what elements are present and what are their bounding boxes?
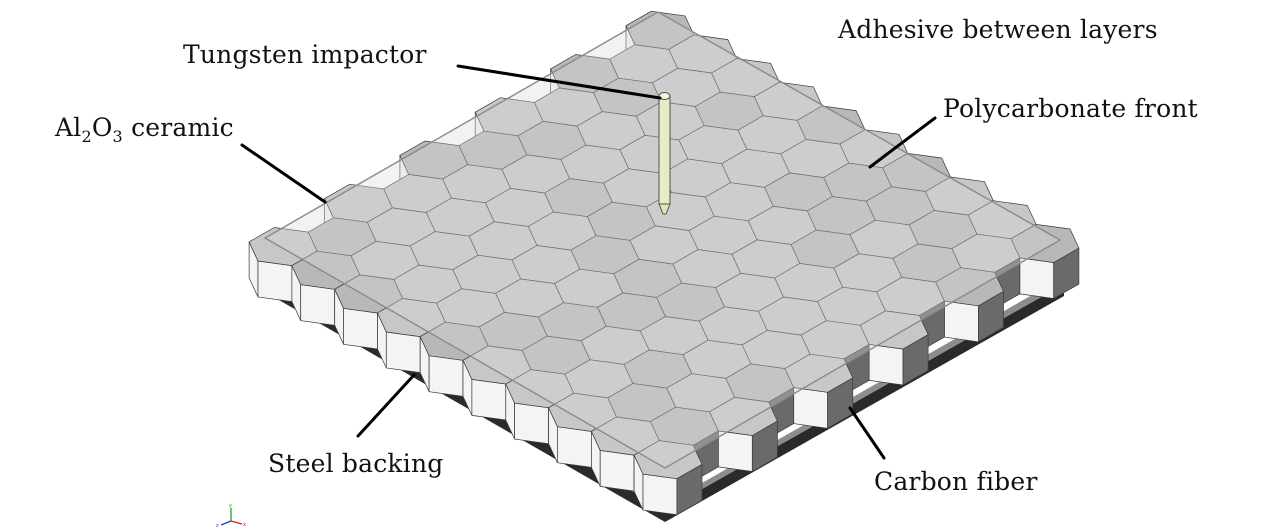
ceramic-tile-side xyxy=(343,307,378,350)
ceramic-tile-side xyxy=(257,260,293,303)
ceramic-tiles-layer xyxy=(248,10,1080,516)
ceramic-tile-side xyxy=(793,387,828,429)
ceramic-mid: O xyxy=(91,113,113,142)
impactor-rod xyxy=(658,95,671,205)
leader-polycarbonate xyxy=(868,116,937,169)
label-tungsten-impactor: Tungsten impactor xyxy=(183,40,427,69)
ceramic-tile-side xyxy=(471,378,507,421)
ceramic-suffix: ceramic xyxy=(122,113,234,142)
leader-tungsten xyxy=(456,64,662,100)
ceramic-subscript-1: 2 xyxy=(81,127,92,146)
leader-steel xyxy=(356,373,416,438)
leader-lines xyxy=(240,64,937,460)
leader-carbon xyxy=(848,406,886,460)
triad-y-label: y xyxy=(229,503,232,509)
leader-ceramic xyxy=(240,143,327,204)
ceramic-tile-side xyxy=(1019,257,1055,299)
impactor-cap xyxy=(658,92,671,100)
ceramic-tile-side xyxy=(300,284,336,326)
ceramic-tile-side xyxy=(717,430,753,472)
label-carbon-fiber: Carbon fiber xyxy=(874,467,1038,496)
ceramic-subscript-2: 3 xyxy=(112,127,123,146)
ceramic-tile-side xyxy=(557,426,592,468)
triad-z-label: z xyxy=(216,523,219,529)
coordinate-triad: x y z xyxy=(216,503,246,529)
label-adhesive: Adhesive between layers xyxy=(838,15,1158,44)
ceramic-tile-side xyxy=(428,355,464,397)
label-ceramic: Al2O3 ceramic xyxy=(55,113,234,145)
label-steel-backing: Steel backing xyxy=(268,449,444,478)
impactor-tip xyxy=(658,203,671,215)
label-polycarbonate-front: Polycarbonate front xyxy=(943,94,1198,123)
ceramic-tile-side xyxy=(642,473,678,516)
triad-x-label: x xyxy=(243,522,246,528)
triad-x-axis xyxy=(230,520,243,525)
ceramic-prefix: Al xyxy=(55,113,82,142)
tungsten-impactor xyxy=(658,92,671,215)
ceramic-tile-side xyxy=(944,300,979,343)
ceramic-tile-side xyxy=(868,343,904,386)
ceramic-tile-side xyxy=(599,449,635,492)
ceramic-tile-side xyxy=(514,402,549,445)
ceramic-tile-side xyxy=(385,331,421,374)
ceramic-tile-top xyxy=(633,440,703,480)
triad-z-axis xyxy=(220,520,232,526)
polycarbonate-front-sheet xyxy=(263,11,1062,469)
